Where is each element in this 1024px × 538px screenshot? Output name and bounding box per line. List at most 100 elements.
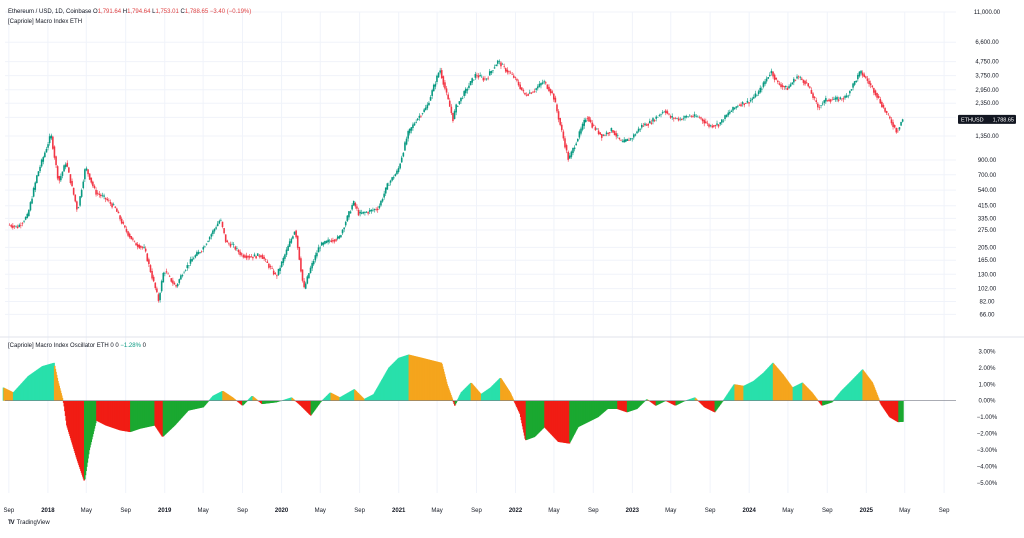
candle-body [279,268,281,271]
candle-body [457,106,459,107]
candle-body [12,226,14,228]
price-candle [12,223,14,230]
candle-body [841,99,843,100]
candle-body [766,79,768,82]
candle-body [263,257,265,259]
candle-body [331,240,333,242]
candle-body [113,204,115,205]
price-candle [788,84,790,88]
candle-body [502,64,504,65]
candle-body [558,111,560,119]
price-candle [756,94,758,96]
price-candle [625,139,627,142]
price-candle [809,86,811,89]
price-candle [299,247,301,261]
candle-body [209,237,211,239]
price-candle [18,223,20,227]
candle-body [54,147,56,158]
candle-body [697,117,699,118]
price-candle [724,115,726,121]
oscillator-header[interactable]: [Capriole] Macro Index Oscillator ETH 0 … [8,343,146,349]
price-candle [105,198,107,203]
candle-body [563,132,565,139]
indicator-label[interactable]: [Capriole] Macro Index ETH [8,19,82,25]
candle-body [419,116,421,118]
price-candle [76,201,78,212]
price-candle [652,117,654,124]
price-candle [575,142,577,146]
time-tick-label: May [548,508,559,514]
candle-body [486,78,488,79]
candle-body [121,219,123,224]
price-candle [417,118,419,121]
candle-body [145,249,147,252]
price-candle [873,88,875,96]
price-candle [539,81,541,88]
price-candle [463,90,465,98]
candle-body [262,255,264,259]
price-candle [254,253,256,257]
candle-body [569,156,571,159]
candle-body [499,61,501,62]
candle-body [319,248,321,249]
price-candle [524,93,526,96]
price-candle [122,220,124,224]
oscillator-tick-label: 3.00% [978,349,996,355]
price-tag: ETHUSD 1,788.65 [958,115,1016,124]
candle-body [780,84,782,87]
candle-body [881,102,883,107]
candle-body [431,90,433,96]
price-tick-label: 165.00 [978,258,997,264]
candle-body [473,80,475,81]
price-candle [755,91,757,98]
candle-body [759,88,761,92]
candle-body [654,120,656,121]
price-candle [283,256,285,265]
candle-body [215,227,217,228]
candle-body [47,144,49,148]
candle-body [683,118,685,119]
price-candle [218,220,220,225]
price-candle [150,264,152,273]
candle-body [740,104,742,106]
candle-body [425,108,427,111]
candle-body [595,127,597,130]
price-candle [595,126,597,131]
price-candle [622,139,624,142]
price-candle [564,136,566,149]
price-candle [204,246,206,248]
candle-body [185,270,187,271]
price-candle [891,117,893,125]
candle-body [513,76,515,78]
price-candle [775,78,777,81]
candle-body [561,125,563,130]
candle-body [95,190,97,195]
ohlc-low: L1,753.01 [152,9,179,15]
candle-body [146,254,148,262]
price-candle [142,246,144,250]
candle-body [823,100,825,103]
candle-body [718,124,720,126]
price-candle [444,80,446,90]
price-candle [310,266,312,274]
price-candle [462,96,464,99]
price-axis: 11,000.006,600.004,750.003,750.002,950.0… [974,10,1001,318]
candle-body [82,182,84,188]
candle-body [137,244,139,247]
candle-body [764,81,766,84]
price-candle [190,257,192,266]
price-candle [471,77,473,84]
candle-body [198,252,200,254]
price-tick-label: 700.00 [978,173,997,179]
time-tick-label: May [665,508,676,514]
candle-body [110,202,112,204]
candle-body [583,120,585,126]
price-candle [167,272,169,274]
candle-body [711,126,713,128]
candle-body [835,98,837,100]
candle-body [671,116,673,117]
price-candle [500,61,502,69]
candle-body [406,139,408,145]
candle-body [865,76,867,77]
